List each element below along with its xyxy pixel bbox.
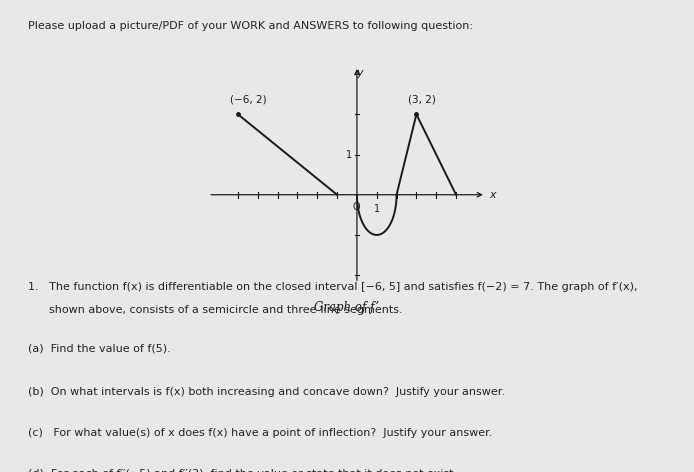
Text: y: y	[357, 68, 363, 78]
Text: (b)  On what intervals is f(x) both increasing and concave down?  Justify your a: (b) On what intervals is f(x) both incre…	[28, 387, 505, 397]
Text: (d)  For each of f′′(−5) and f′′(3), find the value or state that it does not ex: (d) For each of f′′(−5) and f′′(3), find…	[28, 468, 457, 472]
Text: 1.   The function f(x) is differentiable on the closed interval [−6, 5] and sati: 1. The function f(x) is differentiable o…	[28, 282, 637, 292]
Text: Graph of f’: Graph of f’	[314, 301, 380, 313]
Text: 1: 1	[346, 150, 353, 160]
Text: 1: 1	[373, 203, 380, 214]
Text: (3, 2): (3, 2)	[408, 94, 437, 104]
Text: (a)  Find the value of f(5).: (a) Find the value of f(5).	[28, 343, 171, 353]
Text: (−6, 2): (−6, 2)	[230, 94, 266, 104]
Text: (c)   For what value(s) of x does f(x) have a point of inflection?  Justify your: (c) For what value(s) of x does f(x) hav…	[28, 429, 492, 438]
Text: Please upload a picture/PDF of your WORK and ANSWERS to following question:: Please upload a picture/PDF of your WORK…	[28, 21, 473, 31]
Text: O: O	[353, 202, 360, 212]
Text: shown above, consists of a semicircle and three-line segments.: shown above, consists of a semicircle an…	[28, 305, 403, 315]
Text: x: x	[490, 190, 496, 200]
